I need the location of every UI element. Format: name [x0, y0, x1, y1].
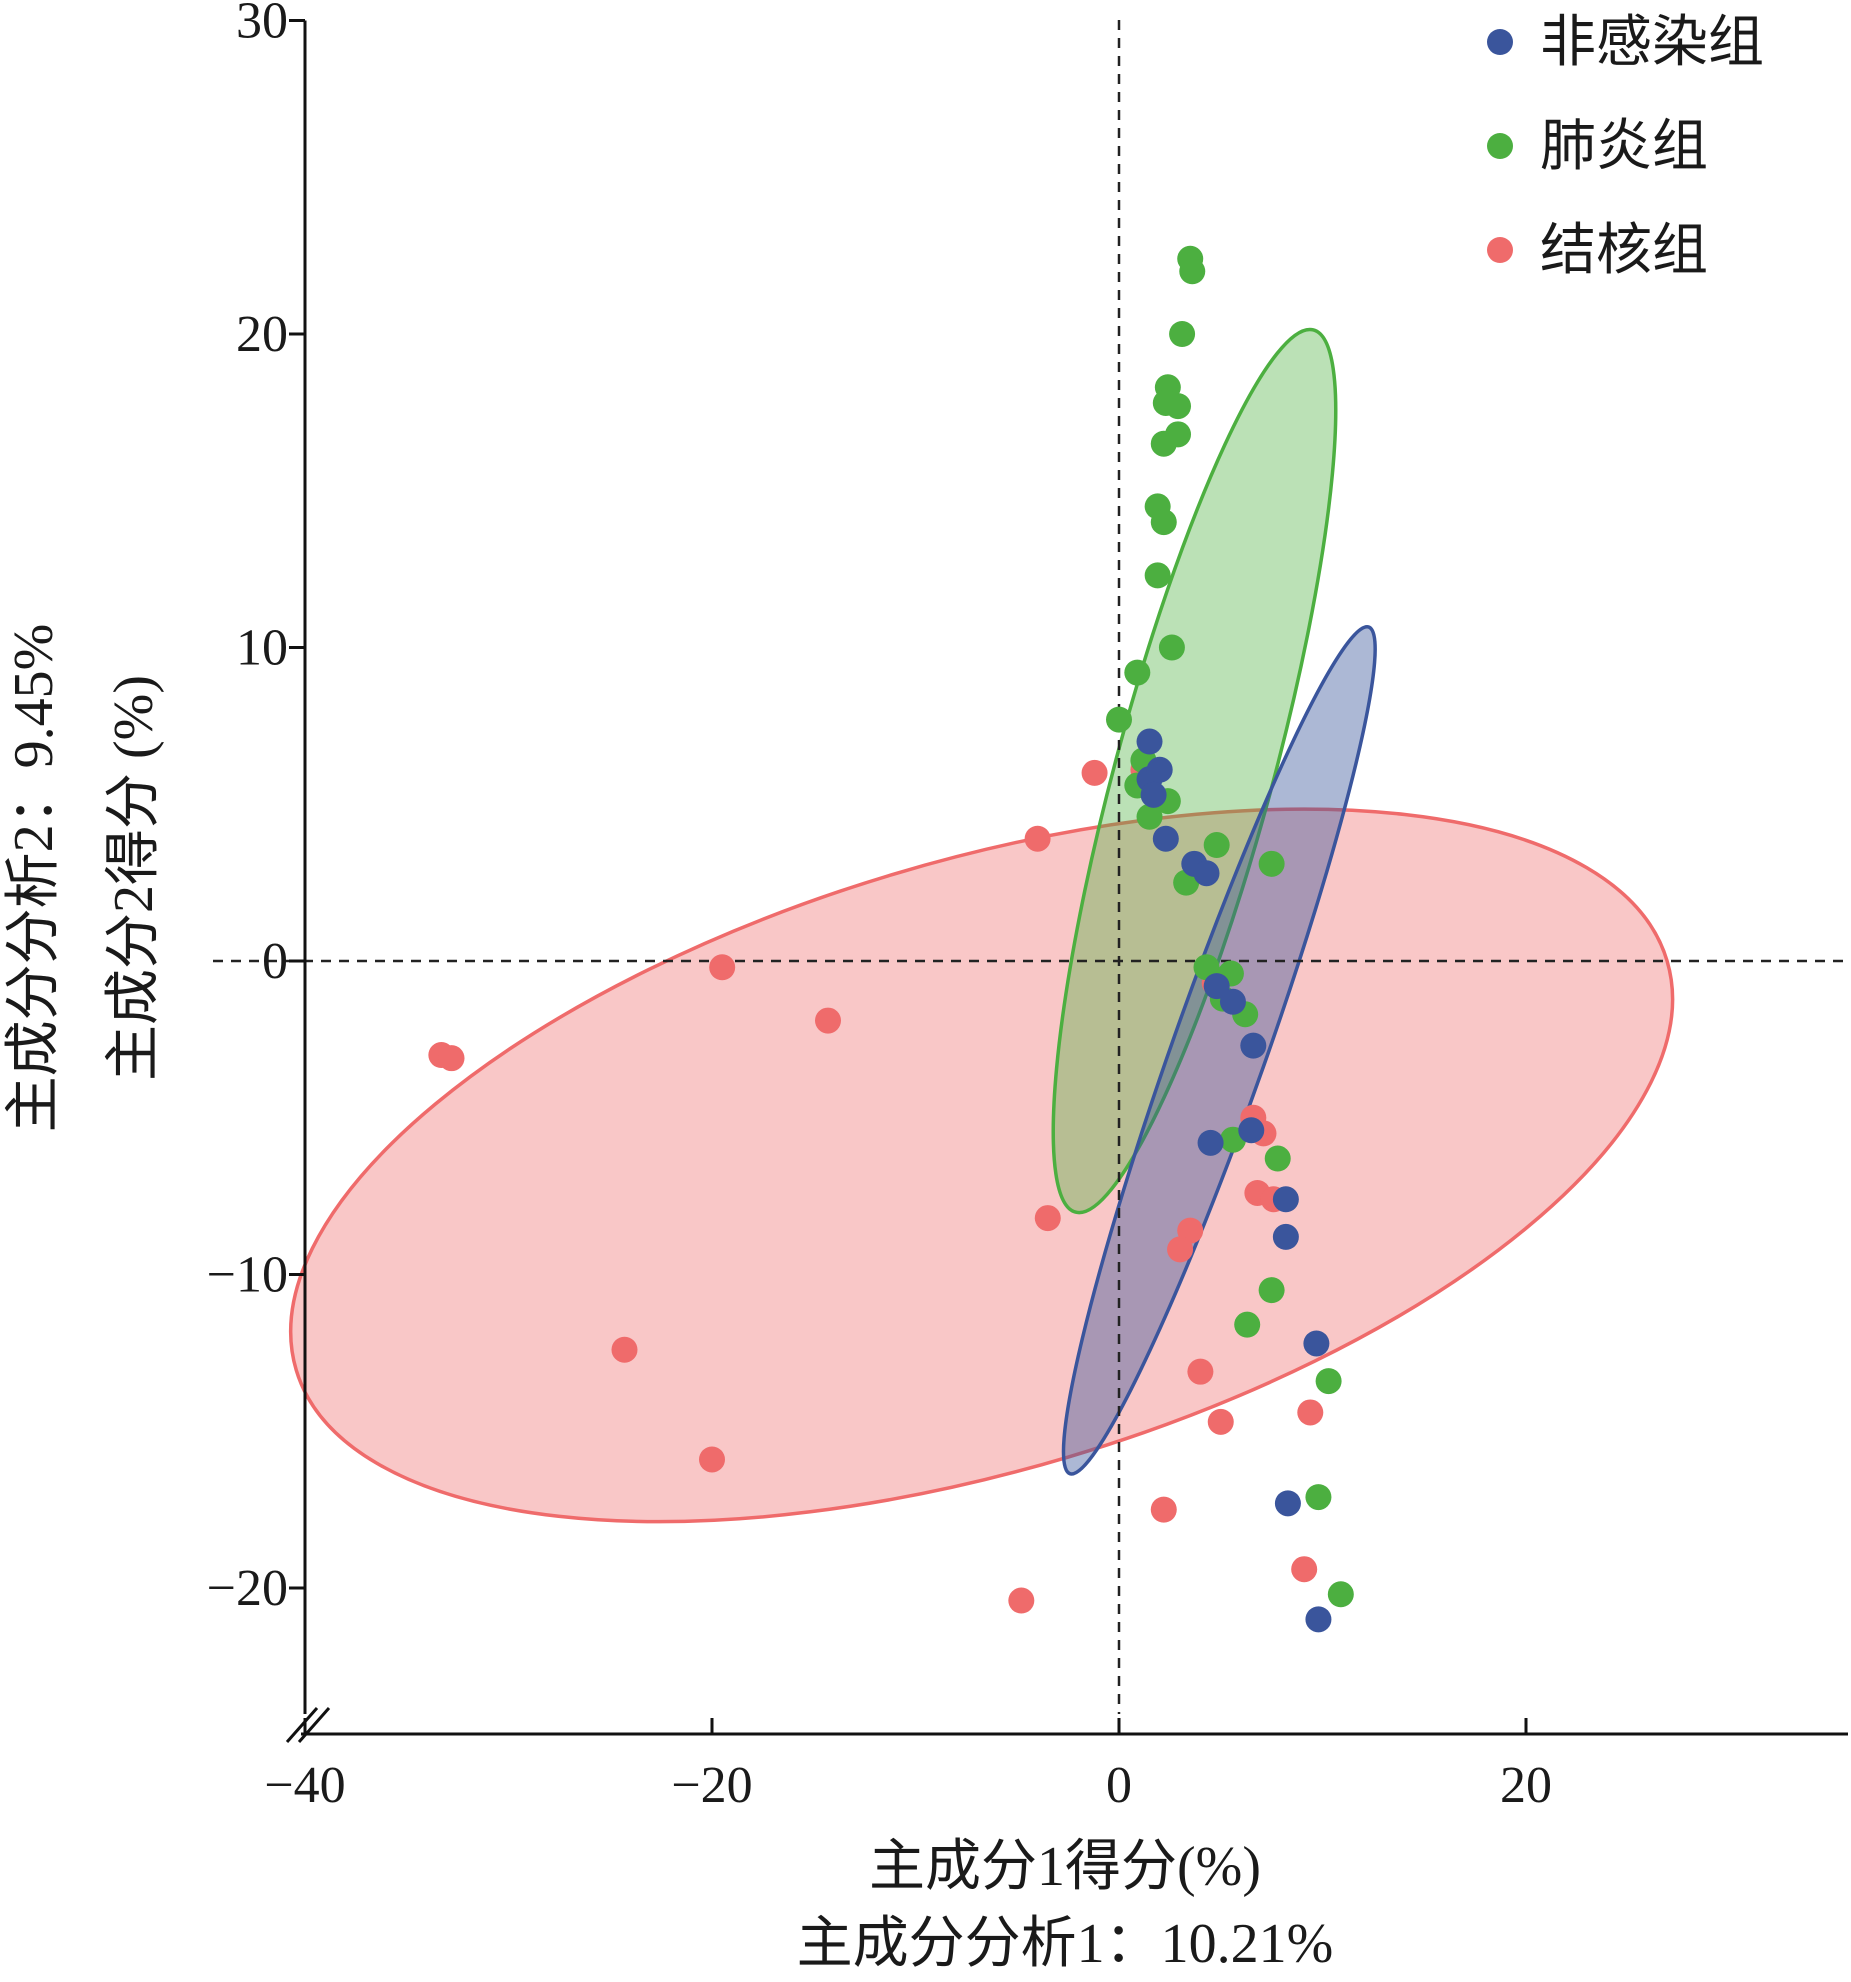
legend-label-1: 非感染组 — [1540, 12, 1764, 74]
y-tick-label-1: −20 — [207, 1560, 288, 1617]
data-point-s1-4 — [1140, 781, 1167, 808]
x-tick-label-4: 20 — [1500, 1757, 1552, 1814]
data-point-s2-3 — [1169, 321, 1196, 347]
data-point-s3-21 — [1150, 1496, 1177, 1523]
axis-break-mark-1 — [285, 1707, 319, 1743]
confidence-ellipse-3 — [288, 807, 1675, 1524]
y-tick-label-4: 10 — [236, 620, 288, 677]
data-point-s2-18 — [1136, 803, 1163, 830]
data-point-s3-7 — [438, 1045, 465, 1072]
data-point-s1-8 — [1203, 973, 1230, 1000]
x-tick-label-3: 0 — [1106, 1757, 1132, 1814]
data-point-s2-13 — [1124, 659, 1151, 686]
x-axis-title: 主成分1得分(%) — [869, 1836, 1261, 1898]
data-point-s3-3 — [1024, 825, 1051, 852]
data-point-s3-5 — [814, 1007, 841, 1034]
data-point-s1-13 — [1272, 1186, 1299, 1213]
legend-label-2: 肺炎组 — [1540, 116, 1708, 178]
data-point-s2-31 — [1305, 1484, 1332, 1511]
x-axis-title-secondary: 主成分分析1：10.21% — [797, 1913, 1334, 1975]
data-point-s1-17 — [1305, 1606, 1332, 1633]
data-point-s2-19 — [1203, 832, 1230, 859]
data-point-s2-10 — [1150, 509, 1177, 536]
data-point-s3-17 — [1187, 1358, 1214, 1385]
data-point-s2-29 — [1234, 1311, 1261, 1338]
axis-break-mark-2 — [297, 1707, 331, 1743]
data-point-s1-10 — [1240, 1032, 1267, 1059]
data-point-s2-20 — [1258, 850, 1285, 877]
data-points — [428, 245, 1354, 1633]
y-axis-title-secondary: 主成分分析2：9.45% — [3, 624, 65, 1133]
data-point-s1-3 — [1146, 756, 1173, 783]
data-point-s3-19 — [1297, 1399, 1324, 1426]
data-point-s3-23 — [1008, 1587, 1035, 1614]
data-point-s1-12 — [1238, 1117, 1265, 1144]
data-point-s2-32 — [1327, 1581, 1354, 1608]
data-point-s1-7 — [1193, 860, 1220, 887]
legend-marker-2 — [1487, 133, 1513, 159]
data-point-s1-5 — [1152, 825, 1179, 852]
legend-marker-3 — [1487, 237, 1513, 263]
data-point-s3-13 — [1034, 1205, 1061, 1232]
data-point-s1-11 — [1197, 1129, 1224, 1156]
confidence-ellipse-1 — [1061, 624, 1377, 1476]
y-tick-label-6: 30 — [236, 0, 288, 50]
data-point-s3-1 — [1081, 759, 1108, 786]
y-tick-label-3: 0 — [262, 933, 288, 990]
data-point-s1-16 — [1274, 1490, 1301, 1517]
data-point-s3-16 — [611, 1336, 638, 1363]
data-point-s2-12 — [1158, 634, 1185, 661]
axes — [285, 20, 1848, 1743]
data-point-s3-15 — [1167, 1236, 1194, 1263]
data-point-s2-30 — [1315, 1368, 1342, 1395]
y-axis-title: 主成分2得分 (%) — [103, 675, 165, 1081]
data-point-s1-1 — [1136, 728, 1163, 755]
x-tick-label-1: −40 — [264, 1757, 345, 1814]
data-point-s2-14 — [1106, 706, 1132, 733]
data-point-s1-15 — [1303, 1330, 1330, 1357]
data-point-s3-20 — [699, 1446, 725, 1473]
data-point-s2-6 — [1165, 393, 1192, 420]
y-tick-label-5: 20 — [236, 306, 288, 363]
y-tick-label-2: −10 — [207, 1247, 288, 1304]
legend-label-3: 结核组 — [1540, 220, 1708, 282]
data-point-s1-9 — [1219, 988, 1246, 1015]
reference-lines — [213, 20, 1848, 1714]
x-tick-label-2: −20 — [671, 1757, 752, 1814]
legend-marker-1 — [1487, 29, 1513, 55]
data-point-s1-14 — [1272, 1223, 1299, 1250]
data-point-s2-2 — [1179, 258, 1206, 285]
tick-marks: −40 −20 0 20 −20 −10 0 10 20 30 — [207, 0, 1552, 1814]
data-point-s2-11 — [1144, 562, 1171, 589]
data-point-s2-28 — [1258, 1277, 1285, 1304]
data-point-s3-18 — [1207, 1408, 1234, 1435]
data-point-s3-4 — [709, 954, 736, 981]
data-point-s3-22 — [1291, 1556, 1318, 1583]
confidence-ellipses — [288, 327, 1675, 1524]
data-point-s2-27 — [1264, 1145, 1291, 1172]
data-point-s2-8 — [1150, 430, 1177, 457]
